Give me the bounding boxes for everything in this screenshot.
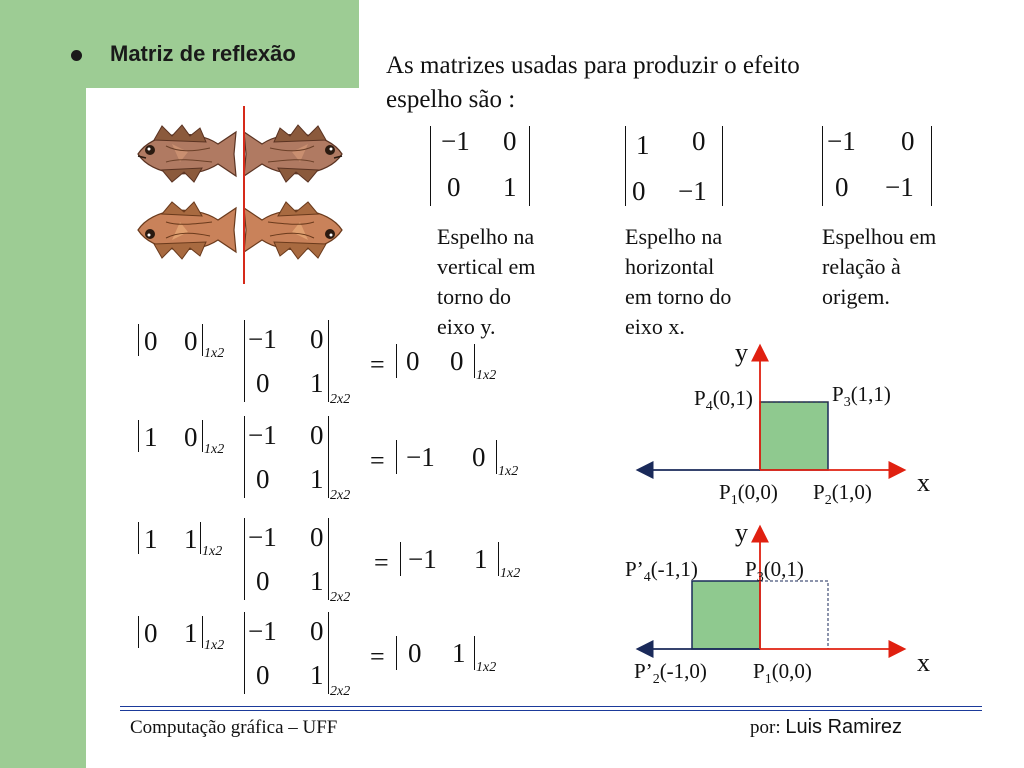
- intro-line-2: espelho são :: [386, 86, 516, 113]
- matrix-reflect-x: 1 0 0 −1: [625, 126, 723, 206]
- original-square-dashed: [759, 580, 829, 650]
- graph1-y-label: y: [735, 338, 748, 367]
- graph-original: [635, 343, 907, 479]
- graph1-p2: P2(1,0): [813, 480, 872, 509]
- equation-row-2: 1 0 1x2 −1 0 0 1 2x2 = −1 0 1x2: [138, 416, 558, 508]
- graph2-p2: P’2(-1,0): [634, 659, 707, 688]
- graph1-p1: P1(0,0): [719, 480, 778, 509]
- graph2-p1: P1(0,0): [753, 659, 812, 688]
- content-corner: [86, 88, 126, 128]
- footer-right: por: Luis Ramirez: [750, 716, 903, 738]
- graph2-p4: P’4(-1,1): [625, 557, 698, 586]
- reflected-square: [691, 580, 761, 650]
- graph1-x-label: x: [917, 468, 930, 497]
- slide-title: Matriz de reflexão: [110, 41, 296, 66]
- fish-icon: [137, 201, 237, 260]
- footer-rule: [120, 706, 982, 711]
- footer-left: Computação gráfica – UFF: [130, 717, 338, 738]
- equation-row-4: 0 1 1x2 −1 0 0 1 2x2 = 0 1 1x2: [138, 612, 558, 704]
- graph2-p3: P3(0,1): [745, 557, 804, 586]
- fish-icon: [243, 201, 343, 260]
- fish-icon: [243, 124, 343, 183]
- unit-square: [759, 401, 829, 471]
- graph-reflected: [635, 524, 907, 658]
- title-band: [0, 0, 359, 88]
- sidebar-strip: [0, 0, 86, 768]
- caption-reflect-origin: Espelhou em relação à origem.: [822, 224, 937, 309]
- matrix-reflect-y: −1 0 0 1: [430, 126, 530, 206]
- graph1-p3: P3(1,1): [832, 382, 891, 411]
- intro-line-1: As matrizes usadas para produzir o efeit…: [386, 52, 800, 79]
- equation-row-1: 0 0 1x2 −1 0 0 1 2x2 = 0 0 1x2: [138, 320, 558, 412]
- graph2-y-label: y: [735, 518, 748, 547]
- graph1-p4: P4(0,1): [694, 386, 753, 415]
- caption-reflect-x: Espelho na horizontal em torno do eixo x.: [625, 224, 732, 339]
- matrix-reflect-origin: −1 0 0 −1: [822, 126, 932, 206]
- fish-mirror-image: [137, 106, 343, 284]
- equation-row-3: 1 1 1x2 −1 0 0 1 2x2 = −1 1 1x2: [138, 518, 558, 610]
- caption-reflect-y: Espelho na vertical em torno do eixo y.: [437, 224, 536, 339]
- fish-icon: [137, 124, 237, 183]
- bullet-dot-icon: [71, 50, 82, 61]
- graph2-x-label: x: [917, 648, 930, 677]
